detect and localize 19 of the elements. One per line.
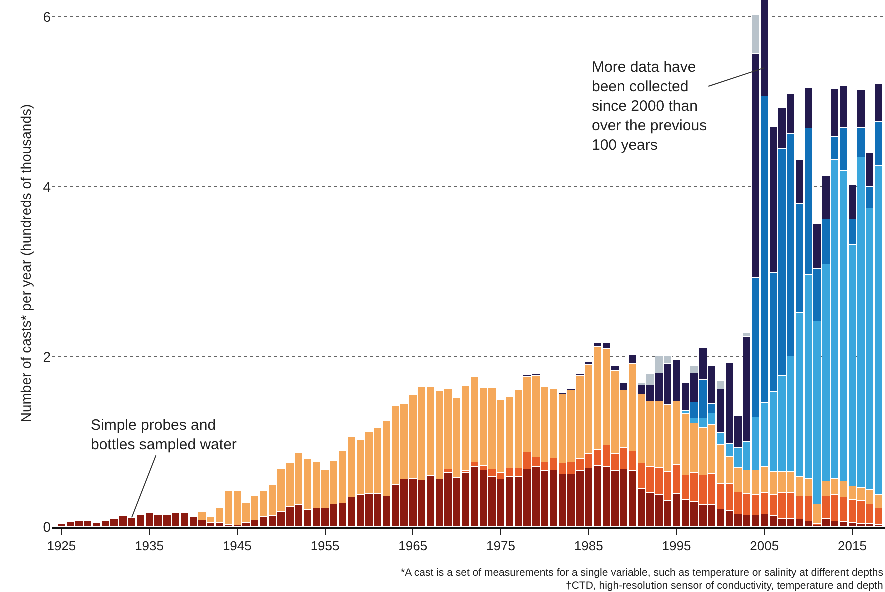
y-tick-label: 2 <box>43 348 52 365</box>
x-tick-label: 2015 <box>838 538 867 554</box>
x-tick-label: 1955 <box>310 538 340 554</box>
x-tick-label: 1965 <box>398 538 428 554</box>
text: *A cast is a set of measurements for a single variable, such as temperature or salinity at different depths <box>401 567 884 579</box>
y-axis-title: Number of casts* per year (hundreds of thousands) <box>18 104 34 423</box>
x-tick-label: 1995 <box>662 538 692 554</box>
x-tick-label: 1925 <box>47 538 76 554</box>
x-tick-label: 1935 <box>135 538 164 554</box>
text: †CTD, high-resolution sensor of conductivity, temperature and depth <box>566 580 884 592</box>
y-tick-label: 6 <box>43 8 52 25</box>
x-tick-label: 1975 <box>486 538 516 554</box>
y-tick-label: 0 <box>43 518 52 535</box>
x-tick-label: 1985 <box>574 538 604 554</box>
x-tick-label: 1945 <box>222 538 252 554</box>
annotation: More data have been collected since 2000 than over the previous 100 years <box>592 59 708 154</box>
x-tick-label: 2005 <box>750 538 780 554</box>
annotation: Simple probes and bottles sampled water <box>91 417 237 454</box>
y-tick-label: 4 <box>43 178 52 195</box>
